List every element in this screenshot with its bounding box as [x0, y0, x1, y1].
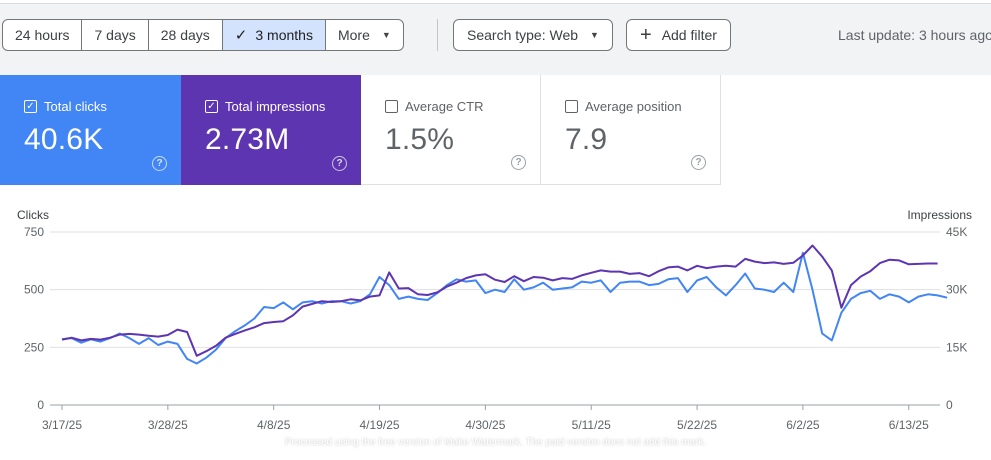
help-icon[interactable]: ?	[691, 155, 706, 170]
search-type-dropdown[interactable]: Search type: Web ▼	[453, 19, 613, 51]
checkbox-unchecked-icon[interactable]	[385, 100, 398, 113]
right-tick-label: 45K	[946, 225, 967, 239]
x-tick-label: 6/2/25	[786, 418, 820, 432]
left-tick-label: 750	[24, 225, 44, 239]
help-icon[interactable]: ?	[511, 155, 526, 170]
clicks-series-line	[61, 251, 948, 365]
last-update-text: Last update: 3 hours ago	[838, 27, 991, 43]
x-tick-label: 6/13/25	[889, 418, 929, 432]
metric-card-total-impressions[interactable]: ✓ Total impressions 2.73M ?	[181, 75, 361, 185]
right-axis-title: Impressions	[907, 208, 972, 222]
range-label: More	[337, 27, 370, 43]
metric-card-total-clicks[interactable]: ✓ Total clicks 40.6K ?	[0, 75, 181, 185]
metric-label: Average position	[585, 99, 682, 114]
left-tick-label: 0	[37, 398, 44, 412]
x-tick-label: 4/19/25	[360, 418, 400, 432]
range-24-hours-button[interactable]: 24 hours	[3, 20, 83, 50]
add-filter-button[interactable]: + Add filter	[626, 19, 731, 51]
right-tick-label: 30K	[946, 283, 967, 297]
left-tick-label: 250	[24, 340, 44, 354]
impressions-series-line	[61, 244, 938, 357]
range-label: 3 months	[255, 27, 313, 43]
checkbox-checked-icon[interactable]: ✓	[24, 100, 37, 113]
checkbox-unchecked-icon[interactable]	[565, 100, 578, 113]
left-tick-label: 500	[24, 283, 44, 297]
plus-icon: +	[640, 24, 652, 46]
range-7-days-button[interactable]: 7 days	[82, 20, 149, 50]
date-range-selector: 24 hours 7 days 28 days ✓ 3 months More ▼	[2, 19, 404, 51]
left-axis-title: Clicks	[17, 208, 49, 222]
checkbox-checked-icon[interactable]: ✓	[205, 100, 218, 113]
watermark-text: Processed using the free version of Make…	[284, 437, 707, 448]
caret-down-icon: ▼	[590, 30, 599, 40]
check-icon: ✓	[234, 27, 248, 44]
range-label: 28 days	[160, 27, 210, 43]
metric-label: Total clicks	[44, 99, 107, 114]
performance-panel: ✓ Total clicks 40.6K ? ✓ Total impressions…	[0, 75, 991, 460]
right-tick-label: 0	[946, 398, 953, 412]
top-divider	[0, 0, 991, 4]
caret-down-icon: ▼	[381, 30, 391, 40]
metric-value: 2.73M	[205, 123, 290, 156]
range-more-button[interactable]: More ▼	[326, 20, 403, 50]
metric-card-average-position[interactable]: Average position 7.9 ?	[541, 75, 721, 185]
help-icon[interactable]: ?	[332, 156, 347, 171]
right-tick-label: 15K	[946, 340, 967, 354]
search-type-label: Search type: Web	[467, 27, 579, 43]
x-tick-label: 4/30/25	[465, 418, 505, 432]
range-label: 24 hours	[15, 27, 70, 43]
toolbar-divider	[437, 19, 438, 51]
metric-card-average-ctr[interactable]: Average CTR 1.5% ?	[361, 75, 541, 185]
metric-value: 40.6K	[24, 123, 104, 156]
x-tick-label: 3/17/25	[42, 418, 82, 432]
x-tick-label: 4/8/25	[257, 418, 291, 432]
metric-label: Total impressions	[225, 99, 326, 114]
range-3-months-button[interactable]: ✓ 3 months	[222, 20, 326, 50]
x-tick-label: 5/11/25	[572, 418, 611, 432]
range-28-days-button[interactable]: 28 days	[149, 20, 223, 50]
performance-chart[interactable]: Clicks Impressions 750 45K 500 30K 250 15K 0 0 3/1…	[0, 75, 991, 460]
metric-value: 7.9	[565, 123, 608, 156]
add-filter-label: Add filter	[661, 27, 717, 43]
metric-value: 1.5%	[385, 123, 455, 156]
range-label: 7 days	[94, 27, 136, 43]
metric-label: Average CTR	[405, 99, 484, 114]
x-tick-label: 3/28/25	[148, 418, 188, 432]
x-tick-label: 5/22/25	[677, 418, 717, 432]
help-icon[interactable]: ?	[152, 156, 167, 171]
